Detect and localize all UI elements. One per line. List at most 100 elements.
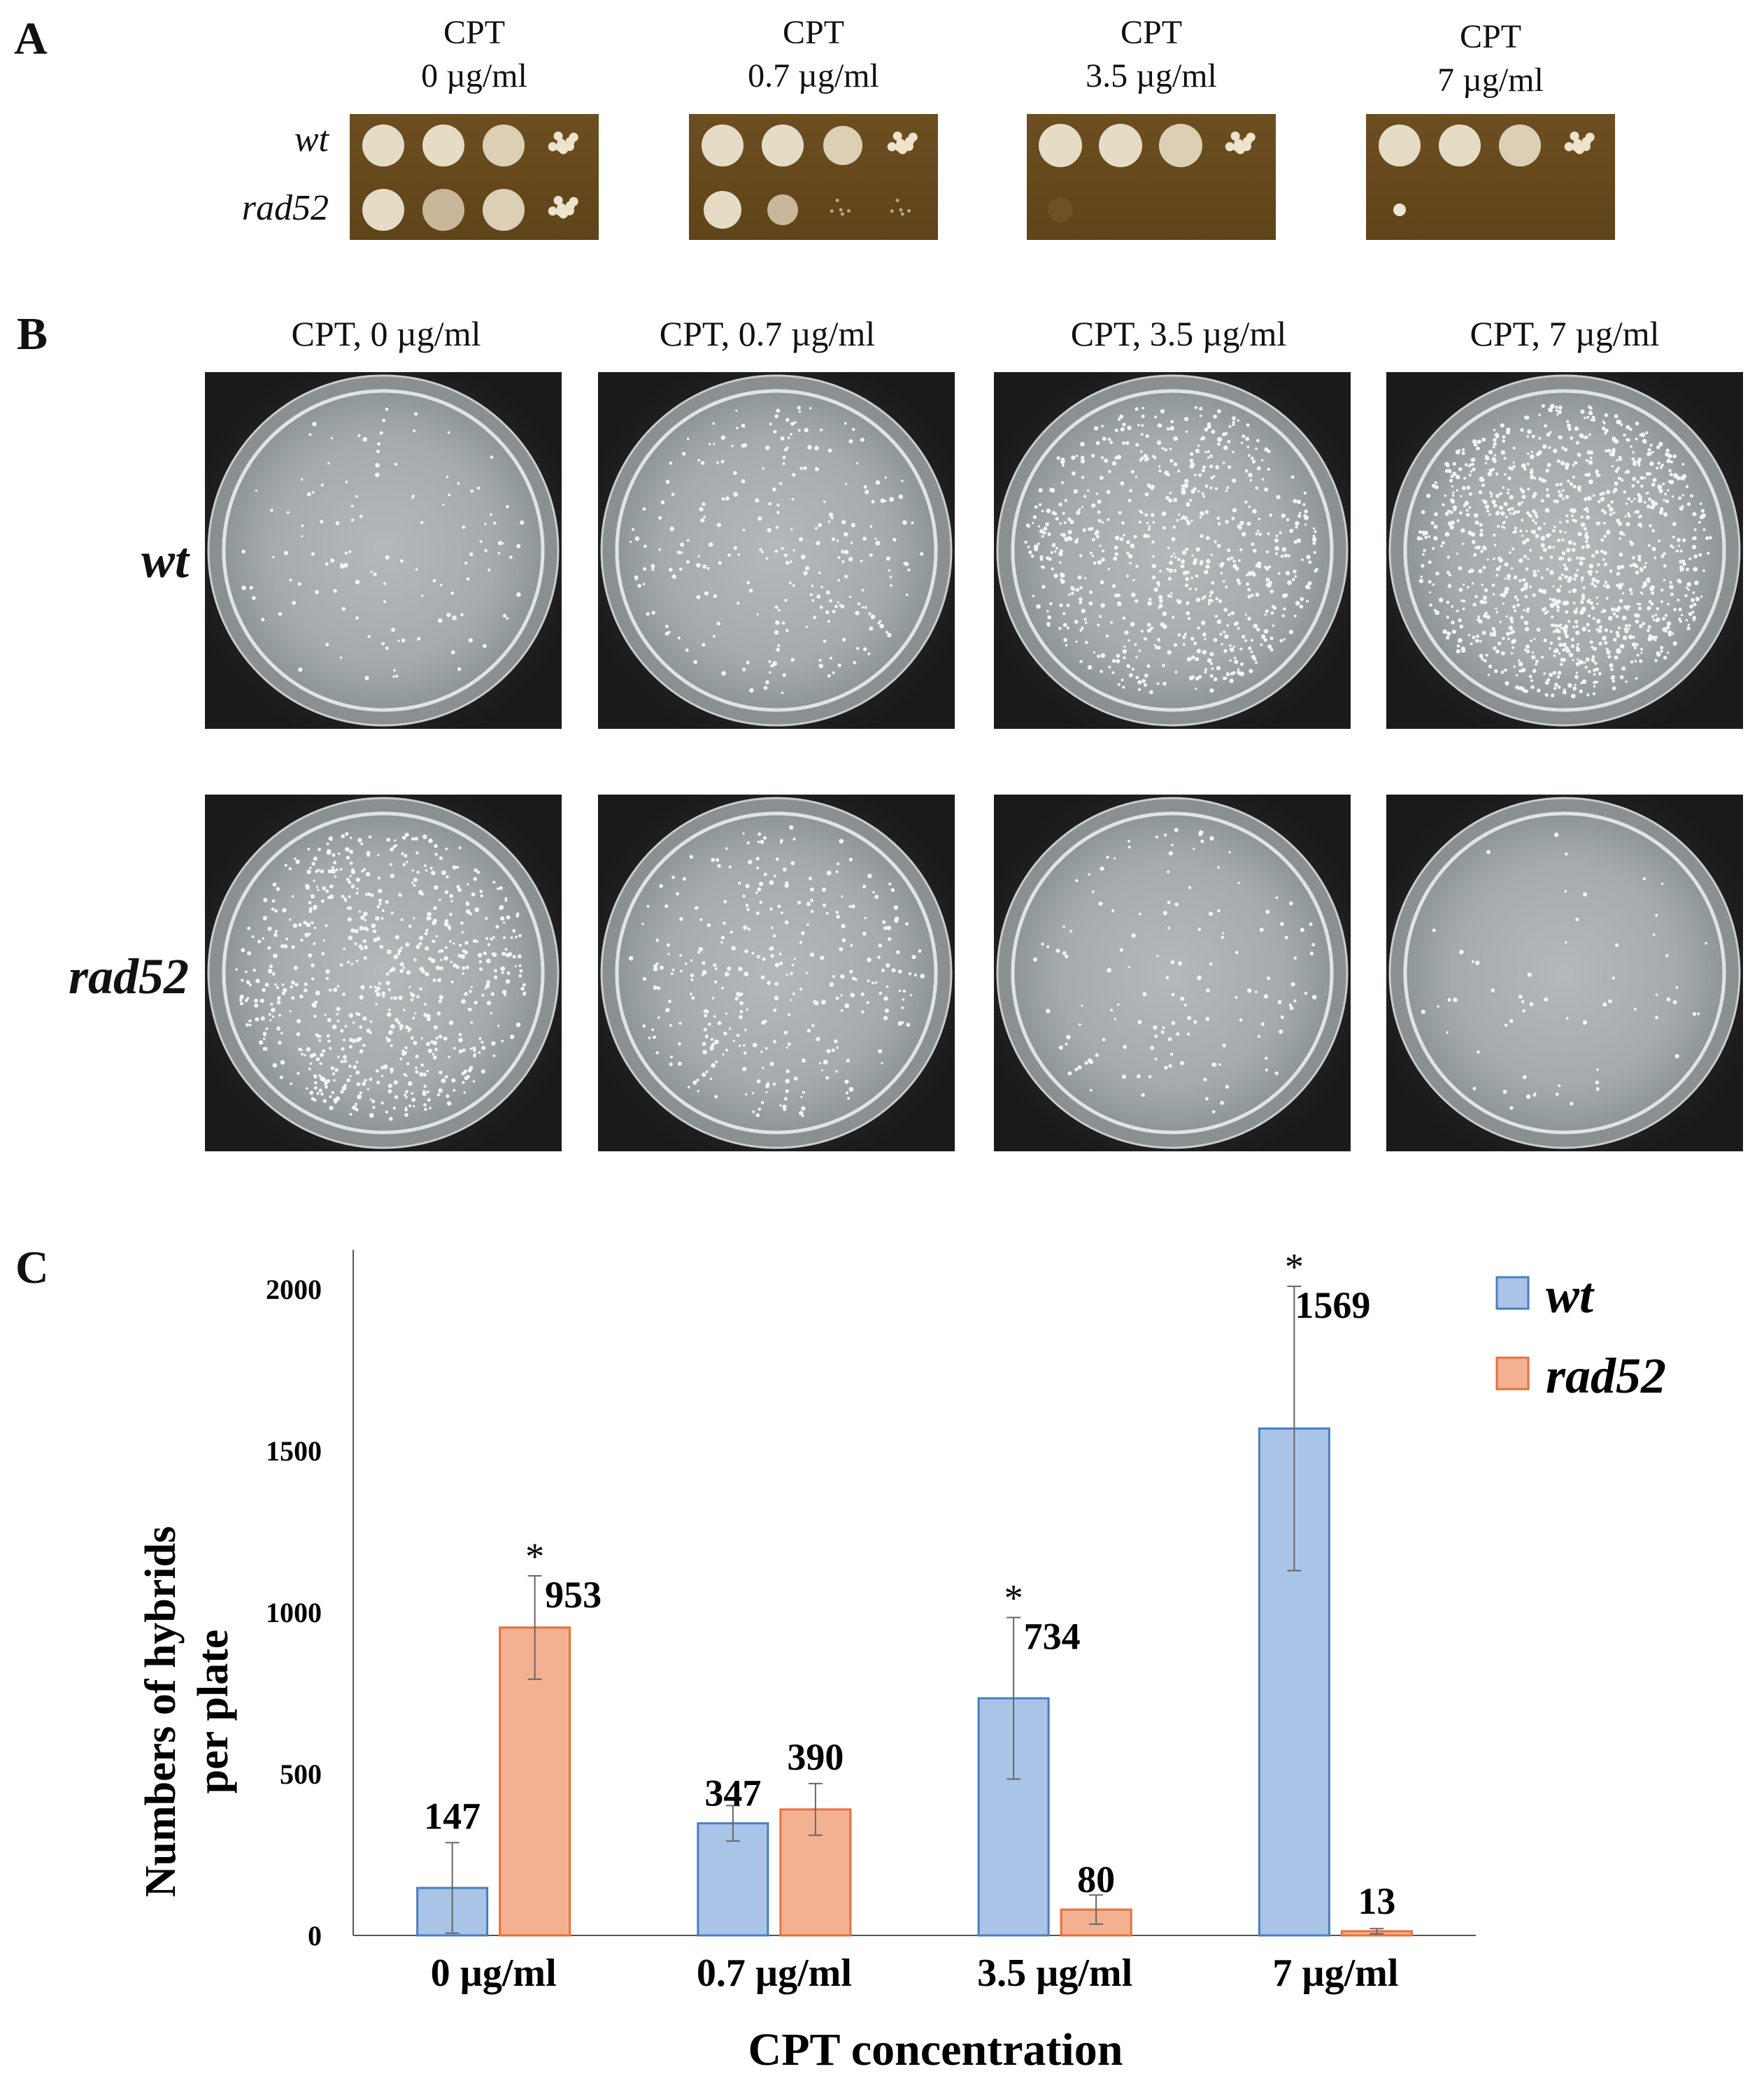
spot-column-drug: CPT	[1120, 14, 1183, 51]
colony	[899, 208, 903, 212]
y-tick-label: 1500	[266, 1435, 322, 1467]
y-tick-label: 1000	[266, 1597, 322, 1628]
y-tick-label: 2000	[266, 1274, 322, 1305]
plate-column-header: CPT, 0 µg/ml	[291, 314, 481, 353]
petri-dish-photo	[994, 372, 1351, 729]
colony-spot	[1439, 125, 1481, 166]
plate-column-header: CPT, 7 µg/ml	[1470, 314, 1660, 353]
colony	[565, 201, 575, 211]
spot-column-header: CPT 3.5 µg/ml	[1018, 11, 1284, 98]
colony	[1230, 131, 1240, 141]
colony-spot	[422, 189, 464, 231]
colony	[896, 138, 906, 148]
plate-column-header: CPT, 3.5 µg/ml	[1070, 314, 1287, 353]
panel-c-letter: C	[15, 1242, 49, 1293]
petri-dish-photo	[1386, 372, 1743, 729]
colony-spot	[1099, 124, 1142, 167]
spot-plate	[1366, 114, 1615, 240]
colony	[1581, 136, 1591, 146]
colony	[553, 131, 563, 141]
colony-spot	[362, 189, 404, 231]
colony	[557, 138, 567, 148]
colony	[830, 209, 834, 213]
petri-dish-photo	[598, 372, 955, 729]
colony	[839, 208, 843, 212]
colony	[553, 195, 563, 205]
panel-b-letter: B	[17, 308, 48, 360]
colony-spot	[1393, 204, 1406, 216]
x-tick-label: 3.5 µg/ml	[977, 1952, 1132, 1995]
colony-spot	[1379, 125, 1421, 166]
spot-column-concentration: 0 µg/ml	[421, 57, 527, 94]
hybrids-bar-chart: 0 500 1000 1500 2000 Numbers of hybrids per pl…	[137, 1246, 1666, 2075]
legend-label: wt	[1546, 1267, 1595, 1323]
colony-spot	[1048, 197, 1073, 222]
colony-spot	[702, 125, 744, 166]
significance-marker: *	[1004, 1577, 1023, 1619]
spot-column-header: CPT 0 µg/ml	[341, 11, 607, 98]
data-label: 347	[704, 1772, 761, 1814]
colony-spot	[823, 126, 862, 165]
spot-column-concentration: 3.5 µg/ml	[1086, 57, 1217, 94]
significance-marker: *	[525, 1535, 544, 1577]
spot-row-label: rad52	[241, 188, 329, 228]
data-label: 147	[424, 1795, 481, 1837]
colony	[1570, 131, 1579, 141]
spot-column-drug: CPT	[782, 14, 845, 51]
spot-column-header: CPT 7 µg/ml	[1358, 15, 1623, 102]
colony	[835, 198, 839, 202]
colony	[1564, 142, 1574, 152]
x-tick-label: 7 µg/ml	[1272, 1952, 1398, 1995]
plate-row-label: rad52	[68, 948, 189, 1004]
spot-column-concentration: 0.7 µg/ml	[748, 57, 879, 94]
y-tick-label: 0	[308, 1920, 322, 1952]
colony-spot	[1499, 125, 1541, 166]
y-axis-label: Numbers of hybrids	[137, 1526, 185, 1898]
spot-column-drug: CPT	[1459, 18, 1522, 55]
data-label: 734	[1024, 1615, 1081, 1657]
data-label: 1569	[1295, 1284, 1370, 1326]
spot-row-label: wt	[294, 120, 329, 159]
legend-swatch	[1495, 1276, 1530, 1310]
legend-swatch	[1495, 1356, 1530, 1391]
colony-spot	[767, 194, 798, 225]
plate-column-header: CPT, 0.7 µg/ml	[659, 314, 876, 353]
plate-row-label: wt	[141, 532, 189, 588]
colony	[1573, 138, 1583, 148]
colony	[565, 136, 575, 146]
significance-marker: *	[1285, 1246, 1304, 1288]
petri-dish-photo	[205, 372, 562, 729]
colony	[548, 142, 557, 152]
colony	[840, 212, 844, 216]
colony	[900, 212, 904, 216]
colony-spot	[1159, 124, 1202, 167]
colony	[1234, 138, 1244, 148]
spot-plate	[1027, 114, 1276, 240]
spot-column-header: CPT 0.7 µg/ml	[681, 11, 946, 98]
data-label: 13	[1358, 1880, 1395, 1922]
y-axis-label: per plate	[190, 1630, 237, 1794]
colony-spot	[422, 125, 464, 166]
petri-dish-photo	[598, 795, 955, 1151]
colony-spot	[1039, 124, 1082, 167]
colony-spot	[362, 125, 404, 166]
colony	[906, 208, 911, 213]
colony	[904, 136, 914, 146]
colony	[846, 208, 851, 213]
colony	[887, 142, 897, 152]
data-label: 80	[1077, 1858, 1115, 1900]
y-tick-label: 500	[280, 1758, 322, 1790]
colony-spot	[762, 125, 804, 166]
petri-dish-photo	[994, 795, 1351, 1151]
spot-column-drug: CPT	[443, 14, 506, 51]
x-tick-label: 0.7 µg/ml	[697, 1952, 852, 1995]
x-axis-label: CPT concentration	[748, 2024, 1123, 2075]
colony	[892, 131, 902, 141]
colony	[890, 209, 894, 213]
bar-wt	[697, 1822, 769, 1937]
colony	[557, 203, 567, 213]
colony-spot	[483, 125, 525, 166]
colony-spot	[704, 191, 741, 229]
colony-spot	[483, 189, 525, 231]
colony	[1242, 136, 1252, 146]
